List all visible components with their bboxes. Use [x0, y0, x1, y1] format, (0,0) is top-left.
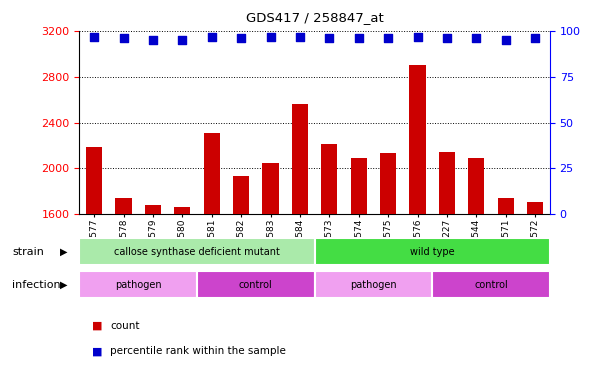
Bar	[203, 133, 220, 366]
Text: GDS417 / 258847_at: GDS417 / 258847_at	[246, 11, 384, 24]
Bar	[380, 153, 397, 366]
Point	[266, 34, 276, 40]
Text: ■: ■	[92, 346, 102, 356]
Bar	[233, 176, 249, 366]
Text: control: control	[474, 280, 508, 290]
Text: count: count	[110, 321, 139, 331]
Bar	[351, 158, 367, 366]
Point	[148, 37, 158, 43]
Point	[177, 37, 187, 43]
Bar	[79, 271, 197, 298]
Point	[530, 36, 540, 41]
Bar	[439, 152, 455, 366]
Point	[354, 36, 364, 41]
Bar	[115, 198, 131, 366]
Point	[442, 36, 452, 41]
Text: ▶: ▶	[60, 247, 68, 257]
Point	[236, 36, 246, 41]
Bar	[145, 205, 161, 366]
Text: ▶: ▶	[60, 280, 68, 290]
Text: pathogen: pathogen	[115, 280, 161, 290]
Bar	[433, 271, 550, 298]
Bar	[79, 238, 315, 265]
Bar	[197, 271, 315, 298]
Point	[324, 36, 334, 41]
Bar	[409, 66, 426, 366]
Text: ■: ■	[92, 321, 102, 331]
Point	[89, 34, 99, 40]
Bar	[468, 158, 485, 366]
Bar	[263, 163, 279, 366]
Text: control: control	[239, 280, 273, 290]
Bar	[86, 147, 102, 366]
Point	[207, 34, 217, 40]
Bar	[498, 198, 514, 366]
Text: infection: infection	[12, 280, 61, 290]
Bar	[321, 144, 337, 366]
Point	[119, 36, 128, 41]
Point	[501, 37, 511, 43]
Text: wild type: wild type	[410, 247, 455, 257]
Bar	[292, 104, 308, 366]
Text: callose synthase deficient mutant: callose synthase deficient mutant	[114, 247, 280, 257]
Point	[295, 34, 305, 40]
Bar	[174, 207, 191, 366]
Bar	[315, 271, 433, 298]
Text: strain: strain	[12, 247, 44, 257]
Point	[472, 36, 481, 41]
Text: pathogen: pathogen	[350, 280, 397, 290]
Point	[383, 36, 393, 41]
Text: percentile rank within the sample: percentile rank within the sample	[110, 346, 286, 356]
Bar	[527, 202, 543, 366]
Point	[412, 34, 422, 40]
Bar	[315, 238, 550, 265]
